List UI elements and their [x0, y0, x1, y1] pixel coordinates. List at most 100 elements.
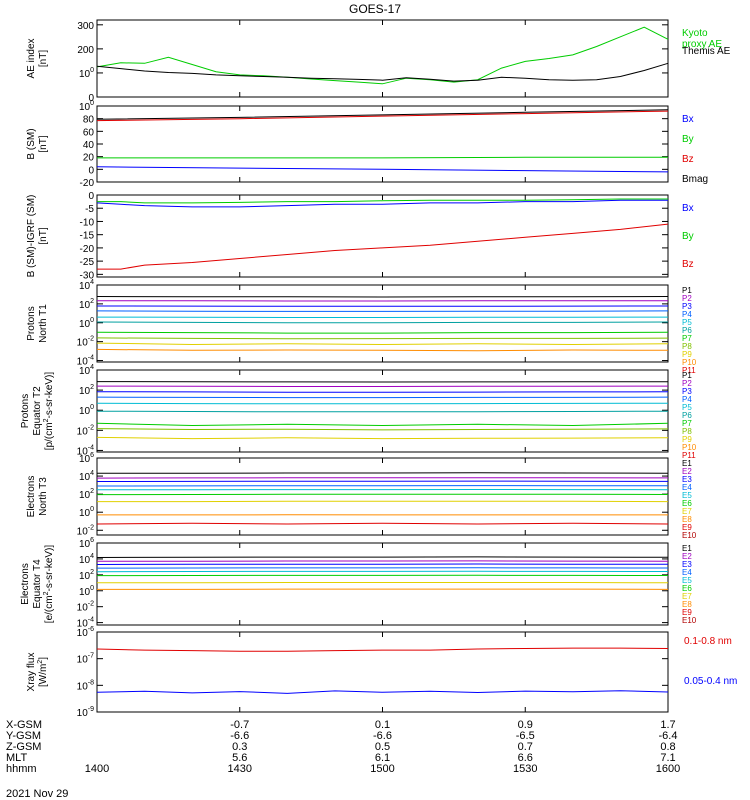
- legend-entry: E8: [682, 515, 692, 524]
- y-tick-exponent: -2: [88, 336, 94, 343]
- panel-frame: [96, 542, 669, 626]
- legend-entry: E9: [682, 608, 692, 617]
- series-line-Themis-AE: [96, 62, 669, 82]
- y-tick-label: 0: [88, 93, 94, 104]
- legend-entry: P3: [682, 302, 692, 311]
- series-line-P8: [96, 428, 669, 431]
- y-tick-exponent: -8: [88, 679, 94, 686]
- y-tick-label: 100: [79, 506, 94, 519]
- y-axis-label: [W/m2]: [37, 657, 49, 687]
- y-axis-label: B (SM)-IGRF (SM): [26, 195, 37, 278]
- x-row-value: -6.6: [373, 730, 392, 742]
- x-row-value: 1600: [656, 763, 680, 775]
- y-tick-label: 100: [79, 67, 94, 80]
- x-row-value: 0.8: [660, 741, 675, 753]
- y-axis-label: Xray flux: [26, 653, 37, 692]
- y-axis-label: North T3: [38, 477, 49, 516]
- y-tick-label: 102: [79, 298, 94, 311]
- y-axis-label: Equator T4: [32, 559, 43, 609]
- legend-entry: Bz: [682, 259, 694, 270]
- legend-entry: P10: [682, 443, 697, 452]
- legend-entry: P7: [682, 334, 692, 343]
- y-tick-exponent: 2: [90, 298, 94, 305]
- series-line-P7: [96, 422, 669, 427]
- legend-entry: P6: [682, 326, 692, 335]
- x-row-value: 0.3: [232, 741, 247, 753]
- y-axis-label: North T1: [38, 304, 49, 343]
- y-tick-exponent: -6: [88, 626, 94, 633]
- x-row-label: MLT: [6, 752, 27, 764]
- legend-entry: P6: [682, 411, 692, 420]
- y-tick-exponent: 0: [90, 67, 94, 74]
- legend-entry: 0.1-0.8 nm: [684, 636, 732, 647]
- series-line-E3: [96, 563, 669, 565]
- x-row-value: -6.4: [659, 730, 678, 742]
- y-tick-exponent: 0: [90, 100, 94, 107]
- y-tick-label: 102: [79, 488, 94, 501]
- series-line-P9: [96, 436, 669, 440]
- legend-entry: E4: [682, 568, 692, 577]
- panel-7: 10-9 10-8 10-7 10-6 Xray flux [W/m2] 0.1-0.8 n…: [26, 626, 737, 719]
- x-row-value: 1430: [228, 763, 252, 775]
- legend-entry: E10: [682, 531, 697, 540]
- unit-rest: -s-sr-keV)]: [44, 372, 55, 419]
- y-tick-exponent: -4: [88, 617, 94, 624]
- series-line-P1: [96, 296, 669, 298]
- legend-entry: E2: [682, 467, 692, 476]
- y-tick-exponent: 0: [90, 404, 94, 411]
- legend-entry: 0.05-0.4 nm: [684, 676, 737, 687]
- y-tick-exponent: 6: [90, 452, 94, 459]
- x-row-value: 5.6: [232, 752, 247, 764]
- x-row-value: 1.7: [660, 719, 675, 731]
- panel-frame: [96, 631, 669, 713]
- x-row-value: 1530: [513, 763, 537, 775]
- unit-exponent: 2: [37, 660, 44, 664]
- x-row-value: -0.7: [230, 719, 249, 731]
- x-row-value: 6.6: [518, 752, 533, 764]
- series-line-E1: [96, 472, 669, 474]
- legend-entry: P1: [682, 286, 692, 295]
- y-tick-exponent: 0: [90, 585, 94, 592]
- unit-exponent: 2: [43, 591, 50, 595]
- legend-entry: P8: [682, 427, 692, 436]
- y-tick-label: -30: [80, 270, 95, 281]
- y-tick-exponent: -2: [88, 601, 94, 608]
- y-tick-label: 104: [79, 553, 94, 566]
- series-line-By: [97, 198, 668, 204]
- series-line-Bz: [96, 110, 669, 122]
- legend-entry: By: [682, 231, 694, 242]
- y-tick-label: 100: [79, 585, 94, 598]
- y-tick-exponent: -7: [88, 653, 94, 660]
- y-tick-exponent: 0: [90, 317, 94, 324]
- series-line-E1: [96, 556, 669, 558]
- chart-title: GOES-17: [349, 2, 401, 16]
- y-tick-label: 10-9: [77, 706, 94, 719]
- legend-entry: P10: [682, 358, 697, 367]
- legend-entry: P3: [682, 387, 692, 396]
- y-tick-label: 102: [79, 569, 94, 582]
- y-tick-label: 106: [79, 537, 94, 550]
- y-tick-label: 106: [79, 452, 94, 465]
- x-axis-table: X-GSM -0.7 0.1 0.9 1.7 Y-GSM -6.6 -6.6 -6.5 -6.4 Z…: [6, 719, 680, 775]
- y-tick-label: 200: [77, 45, 94, 56]
- y-tick-label: 10-2: [77, 336, 94, 349]
- legend-entry: Bz: [682, 154, 694, 165]
- legend-entry: Themis AE: [682, 46, 731, 57]
- legend-entry: Bx: [682, 114, 694, 125]
- series-line-P6: [96, 410, 669, 413]
- series-line-By: [97, 156, 668, 159]
- y-tick-exponent: 0: [90, 506, 94, 513]
- y-axis-label: [nT]: [38, 227, 49, 244]
- legend-entry: P9: [682, 350, 692, 359]
- y-tick-exponent: 2: [90, 488, 94, 495]
- x-row-value: 0.1: [375, 719, 390, 731]
- y-tick-label: -5: [85, 204, 94, 215]
- y-tick-label: 10-8: [77, 679, 94, 692]
- y-tick-label: 80: [83, 115, 95, 126]
